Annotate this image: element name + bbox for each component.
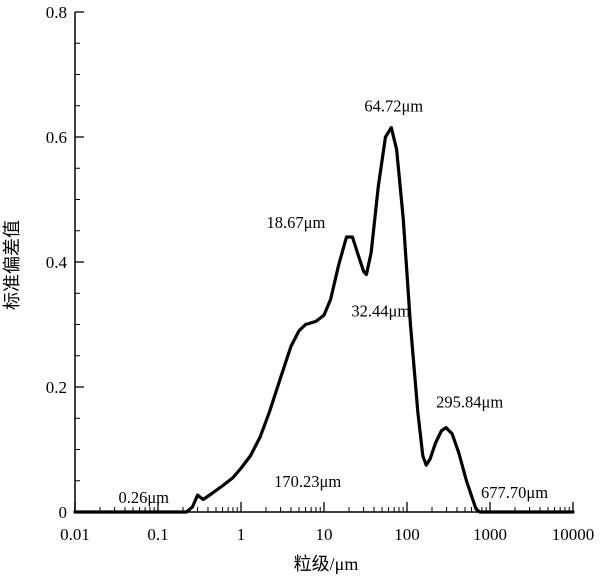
x-tick-label: 1 [237,525,246,544]
y-tick-label: 0.4 [46,253,68,272]
peak-annotation: 170.23μm [274,472,341,491]
y-tick-label: 0.2 [46,378,67,397]
y-tick-label: 0.8 [46,3,67,22]
x-tick-label: 100 [394,525,420,544]
x-tick-label: 0.01 [60,525,90,544]
peak-annotation: 32.44μm [351,302,410,321]
series-group [73,126,575,514]
x-axis-label: 粒级/μm [294,554,359,574]
annotations: 64.72μm 18.67μm 32.44μm 295.84μm 170.23μm 0.2… [118,97,548,507]
peak-annotation: 295.84μm [436,393,503,412]
x-tick-label: 10 [316,525,333,544]
x-tick-label: 10000 [552,525,595,544]
tick-labels: 0 0.2 0.4 0.6 0.8 0.01 0.1 1 10 100 1000 10000 [46,3,595,544]
x-tick-label: 0.1 [147,525,168,544]
y-axis-label: 标准偏差值 [2,220,22,310]
series-line [73,126,575,514]
peak-annotation: 677.70μm [481,483,548,502]
x-tick-label: 1000 [473,525,507,544]
peak-annotation: 0.26μm [118,488,169,507]
y-tick-label: 0 [59,503,68,522]
axes [74,12,573,513]
y-tick-label: 0.6 [46,128,67,147]
peak-annotation: 64.72μm [364,97,423,116]
peak-annotation: 18.67μm [267,213,326,232]
axis-ticks [74,11,574,513]
